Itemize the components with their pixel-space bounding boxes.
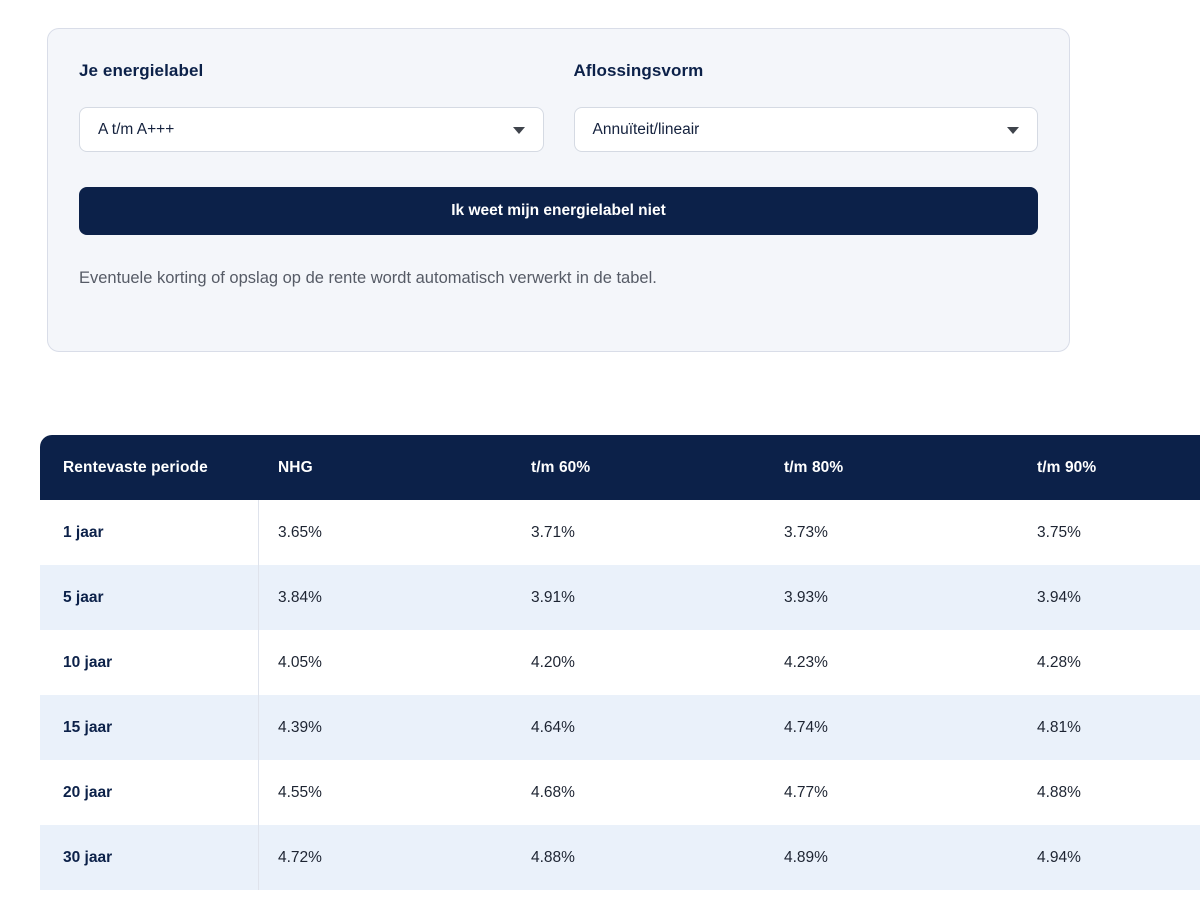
rate-cell: 3.91% [531, 588, 575, 606]
rate-cell: 4.64% [531, 718, 575, 736]
discount-note: Eventuele korting of opslag op de rente … [79, 269, 657, 287]
rate-cell: 4.72% [278, 848, 322, 866]
header-cell-period: Rentevaste periode [63, 458, 208, 476]
table-row: 10 jaar 4.05% 4.20% 4.23% 4.28% [40, 630, 1200, 695]
rate-table: Rentevaste periode NHG t/m 60% t/m 80% t… [40, 435, 1200, 890]
header-cell-tm90: t/m 90% [1037, 458, 1097, 476]
rate-cell: 3.71% [531, 523, 575, 541]
rate-cell: 3.75% [1037, 523, 1081, 541]
rate-cell: 4.23% [784, 653, 828, 671]
rate-cell: 4.77% [784, 783, 828, 801]
rate-cell: 4.68% [531, 783, 575, 801]
header-cell-tm80: t/m 80% [784, 458, 844, 476]
table-row: 20 jaar 4.55% 4.68% 4.77% 4.88% [40, 760, 1200, 825]
table-row: 5 jaar 3.84% 3.91% 3.93% 3.94% [40, 565, 1200, 630]
filter-card: Je energielabel A t/m A+++ Aflossingsvor… [47, 28, 1070, 352]
energylabel-select[interactable]: A t/m A+++ [79, 107, 544, 152]
energylabel-label: Je energielabel [79, 61, 204, 80]
rate-cell: 3.73% [784, 523, 828, 541]
unknown-energylabel-button[interactable]: Ik weet mijn energielabel niet [79, 187, 1038, 235]
rate-cell: 4.89% [784, 848, 828, 866]
rate-cell: 3.94% [1037, 588, 1081, 606]
rate-cell: 3.93% [784, 588, 828, 606]
repayment-selected-value: Annuïteit/lineair [592, 120, 700, 138]
table-row: 30 jaar 4.72% 4.88% 4.89% 4.94% [40, 825, 1200, 890]
period-cell: 5 jaar [40, 565, 259, 630]
rate-cell: 4.28% [1037, 653, 1081, 671]
rate-table-body: 1 jaar 3.65% 3.71% 3.73% 3.75% 5 jaar 3.84% 3.9… [40, 500, 1200, 890]
rate-cell: 4.05% [278, 653, 322, 671]
rate-cell: 4.39% [278, 718, 322, 736]
repayment-group: Aflossingsvorm Annuïteit/lineair [573, 61, 1038, 152]
table-row: 15 jaar 4.39% 4.64% 4.74% 4.81% [40, 695, 1200, 760]
energylabel-group: Je energielabel A t/m A+++ [79, 61, 544, 152]
rate-cell: 4.20% [531, 653, 575, 671]
repayment-label: Aflossingsvorm [573, 61, 704, 80]
period-cell: 30 jaar [40, 825, 259, 890]
header-cell-tm60: t/m 60% [531, 458, 591, 476]
table-header-row: Rentevaste periode NHG t/m 60% t/m 80% t… [40, 435, 1200, 500]
rate-cell: 4.88% [531, 848, 575, 866]
table-row: 1 jaar 3.65% 3.71% 3.73% 3.75% [40, 500, 1200, 565]
chevron-down-icon [512, 126, 525, 134]
header-cell-nhg: NHG [278, 458, 313, 476]
chevron-down-icon [1007, 126, 1019, 134]
period-cell: 15 jaar [40, 695, 259, 760]
repayment-select[interactable]: Annuïteit/lineair [573, 107, 1038, 152]
rate-cell: 4.81% [1037, 718, 1081, 736]
period-cell: 1 jaar [40, 500, 259, 565]
rate-cell: 3.84% [278, 588, 322, 606]
period-cell: 10 jaar [40, 630, 259, 695]
rate-cell: 4.94% [1037, 848, 1081, 866]
period-cell: 20 jaar [40, 760, 259, 825]
rate-cell: 3.65% [278, 523, 322, 541]
energylabel-selected-value: A t/m A+++ [98, 120, 175, 138]
rate-cell: 4.88% [1037, 783, 1081, 801]
rate-cell: 4.55% [278, 783, 322, 801]
rate-cell: 4.74% [784, 718, 828, 736]
